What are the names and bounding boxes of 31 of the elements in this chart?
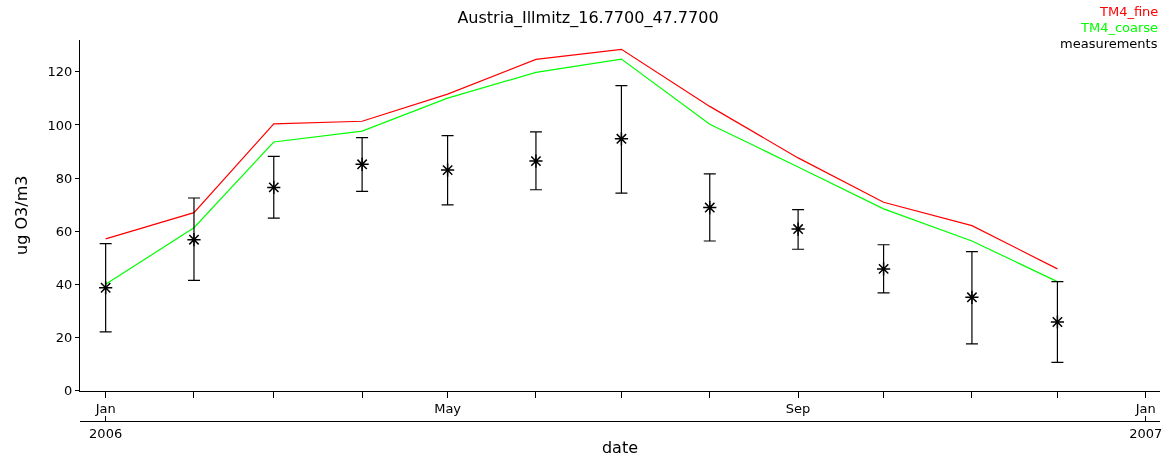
x2-tick-label: 2007: [1129, 425, 1163, 441]
point: [186, 232, 202, 248]
point: [440, 162, 455, 178]
x-axis-title: date: [601, 438, 639, 458]
point: [1050, 314, 1065, 330]
point: [702, 200, 718, 215]
point: [528, 153, 544, 169]
point: [98, 280, 113, 296]
y-tick-label: 80: [55, 170, 73, 186]
point: [354, 156, 370, 172]
point: [876, 261, 891, 277]
y-axis-title: ug O3/m3: [12, 175, 32, 255]
x-tick-label: May: [434, 401, 462, 417]
text: TM4_fine: [1099, 4, 1159, 19]
x-tick-label: Sep: [785, 401, 811, 417]
x-tick-label: Jan: [94, 401, 116, 417]
point: [790, 221, 806, 237]
point: [964, 289, 980, 305]
text: TM4_coarse: [1080, 20, 1159, 35]
x2-tick-label: 2006: [89, 425, 123, 441]
chart-title: Austria_Illmitz_16.7700_47.7700: [457, 7, 719, 28]
y-tick-label: 60: [55, 223, 73, 239]
y-tick-label: 40: [55, 276, 73, 292]
point: [614, 131, 629, 147]
text: measurements: [1060, 36, 1158, 51]
point: [266, 180, 282, 195]
x-tick-label: Jan: [1134, 401, 1156, 417]
y-tick-label: 120: [47, 64, 73, 80]
y-tick-label: 20: [55, 329, 73, 345]
y-tick-label: 100: [47, 117, 73, 133]
y-tick-label: 0: [64, 383, 73, 399]
